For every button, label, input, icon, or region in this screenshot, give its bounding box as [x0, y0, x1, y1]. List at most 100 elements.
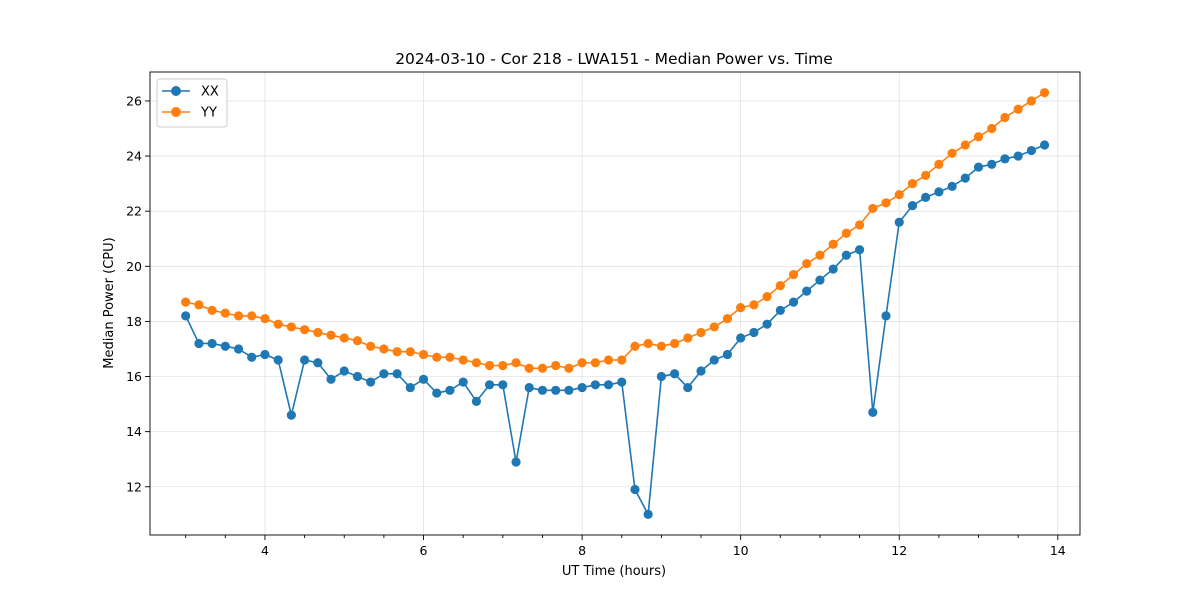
data-point-yy[interactable]: [973, 132, 984, 142]
data-point-yy[interactable]: [181, 297, 191, 307]
data-point-xx[interactable]: [722, 349, 733, 360]
data-point-xx[interactable]: [670, 369, 680, 379]
data-point-xx[interactable]: [987, 159, 997, 169]
data-point-xx[interactable]: [868, 407, 878, 417]
data-point-xx[interactable]: [326, 374, 336, 384]
data-point-yy[interactable]: [233, 311, 244, 321]
data-point-yy[interactable]: [551, 360, 561, 371]
data-point-xx[interactable]: [551, 385, 561, 395]
data-point-xx[interactable]: [339, 366, 349, 376]
data-point-xx[interactable]: [471, 396, 482, 406]
data-point-xx[interactable]: [749, 327, 759, 338]
data-point-xx[interactable]: [815, 275, 825, 285]
data-point-yy[interactable]: [683, 333, 693, 343]
data-point-yy[interactable]: [405, 347, 415, 357]
data-point-xx[interactable]: [828, 264, 838, 274]
data-point-yy[interactable]: [537, 363, 548, 373]
data-point-xx[interactable]: [921, 192, 931, 202]
data-point-yy[interactable]: [1000, 112, 1010, 123]
data-point-yy[interactable]: [300, 325, 310, 335]
data-point-xx[interactable]: [630, 484, 640, 495]
data-point-yy[interactable]: [828, 239, 838, 249]
data-point-xx[interactable]: [220, 341, 230, 351]
data-point-xx[interactable]: [352, 371, 363, 382]
data-point-yy[interactable]: [775, 280, 785, 291]
data-point-yy[interactable]: [921, 170, 931, 180]
data-point-xx[interactable]: [458, 377, 468, 387]
data-point-yy[interactable]: [815, 250, 825, 260]
data-point-xx[interactable]: [313, 358, 323, 368]
data-point-xx[interactable]: [445, 385, 455, 395]
data-point-xx[interactable]: [432, 388, 442, 398]
data-point-xx[interactable]: [907, 201, 918, 211]
data-point-yy[interactable]: [670, 338, 680, 349]
data-point-yy[interactable]: [366, 341, 376, 351]
data-point-yy[interactable]: [947, 148, 957, 158]
data-point-yy[interactable]: [617, 355, 627, 365]
data-point-xx[interactable]: [564, 385, 574, 395]
data-point-yy[interactable]: [511, 358, 521, 368]
data-point-xx[interactable]: [537, 385, 548, 395]
data-point-xx[interactable]: [286, 410, 296, 420]
data-point-yy[interactable]: [987, 123, 997, 134]
data-point-yy[interactable]: [207, 305, 217, 315]
data-point-xx[interactable]: [643, 509, 653, 519]
data-point-yy[interactable]: [603, 355, 614, 365]
data-point-yy[interactable]: [709, 322, 719, 332]
data-point-yy[interactable]: [881, 198, 891, 208]
data-point-yy[interactable]: [286, 322, 296, 332]
data-point-yy[interactable]: [656, 341, 666, 351]
data-point-xx[interactable]: [484, 380, 495, 390]
data-point-yy[interactable]: [220, 308, 230, 318]
data-point-yy[interactable]: [934, 159, 944, 169]
data-point-xx[interactable]: [603, 380, 614, 390]
data-point-yy[interactable]: [484, 360, 495, 371]
data-point-xx[interactable]: [260, 349, 270, 360]
data-point-xx[interactable]: [762, 319, 772, 329]
data-point-yy[interactable]: [524, 363, 534, 373]
data-point-xx[interactable]: [960, 173, 970, 183]
data-point-xx[interactable]: [854, 245, 865, 255]
data-point-yy[interactable]: [590, 358, 600, 368]
data-point-yy[interactable]: [418, 349, 429, 360]
data-point-yy[interactable]: [696, 327, 706, 338]
data-point-xx[interactable]: [696, 366, 706, 376]
data-point-xx[interactable]: [881, 311, 891, 321]
data-point-yy[interactable]: [260, 314, 270, 324]
data-point-xx[interactable]: [683, 382, 693, 393]
data-point-xx[interactable]: [775, 305, 785, 315]
data-point-yy[interactable]: [471, 358, 482, 368]
data-point-xx[interactable]: [498, 380, 508, 390]
data-point-xx[interactable]: [392, 369, 402, 379]
data-point-xx[interactable]: [524, 382, 534, 393]
data-point-xx[interactable]: [788, 297, 799, 307]
data-point-yy[interactable]: [722, 314, 733, 324]
data-point-yy[interactable]: [1013, 104, 1023, 114]
data-point-yy[interactable]: [352, 336, 363, 346]
data-point-yy[interactable]: [194, 300, 204, 310]
data-point-yy[interactable]: [841, 228, 851, 238]
data-point-xx[interactable]: [511, 457, 521, 467]
data-point-xx[interactable]: [1026, 145, 1036, 156]
data-point-yy[interactable]: [1026, 96, 1036, 106]
data-point-xx[interactable]: [841, 250, 851, 260]
data-point-yy[interactable]: [749, 300, 759, 310]
data-point-xx[interactable]: [590, 380, 600, 390]
data-point-yy[interactable]: [960, 140, 970, 150]
data-point-xx[interactable]: [247, 352, 257, 362]
data-point-xx[interactable]: [418, 374, 429, 384]
data-point-yy[interactable]: [247, 311, 257, 321]
legend[interactable]: XX YY: [156, 78, 228, 128]
data-point-yy[interactable]: [498, 360, 508, 371]
data-point-xx[interactable]: [617, 377, 627, 387]
data-point-xx[interactable]: [405, 382, 415, 393]
data-point-yy[interactable]: [445, 352, 455, 362]
data-point-xx[interactable]: [366, 377, 376, 387]
data-point-yy[interactable]: [1039, 88, 1050, 98]
data-point-yy[interactable]: [564, 363, 574, 373]
data-point-yy[interactable]: [907, 179, 918, 189]
data-point-xx[interactable]: [947, 181, 957, 191]
data-point-yy[interactable]: [736, 303, 746, 313]
data-point-yy[interactable]: [458, 355, 468, 365]
data-point-yy[interactable]: [326, 330, 336, 340]
